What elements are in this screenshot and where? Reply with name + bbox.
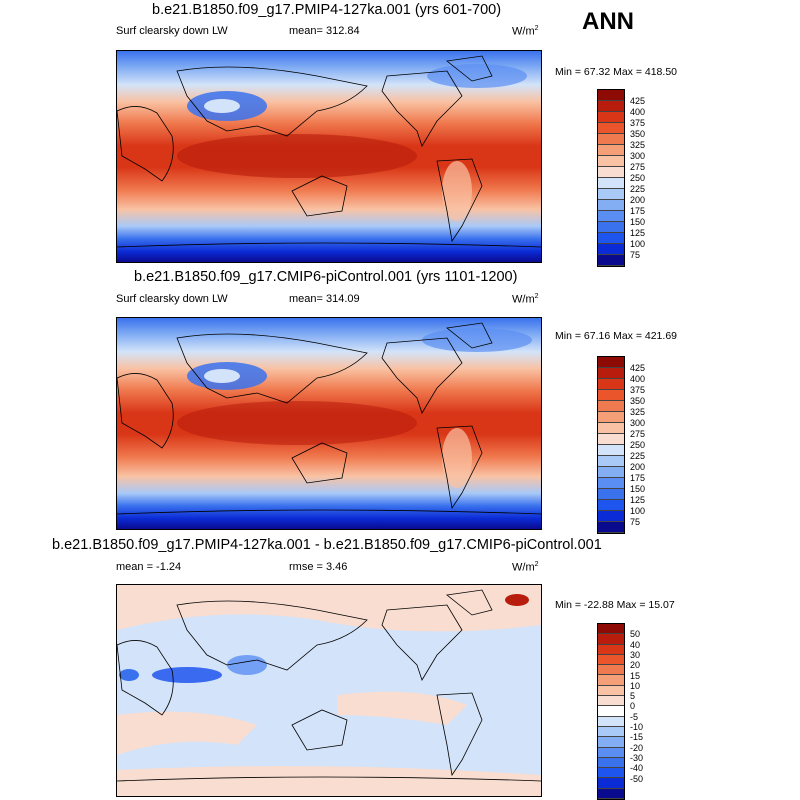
panel1-title: b.e21.B1850.f09_g17.PMIP4-127ka.001 (yrs… xyxy=(152,2,502,18)
panel3-cbar-label: -50 xyxy=(630,773,644,784)
panel1-cbar-label: 375 xyxy=(630,118,646,128)
panel3-cbar-label: -40 xyxy=(630,763,644,774)
panel1-cbar-label: 275 xyxy=(630,162,646,172)
panel2-cbar-label: 375 xyxy=(630,385,646,395)
panel2-cbar-label: 425 xyxy=(630,363,646,373)
panel1-cbar-label: 425 xyxy=(630,96,646,106)
panel2-colorbar: 425 400 375 350 325 300 275 250 225 200 … xyxy=(597,356,645,534)
panel3-minmax: Min = -22.88 Max = 15.07 xyxy=(555,599,675,611)
panel3-field xyxy=(117,585,541,796)
panel3-cbar-label: -15 xyxy=(630,732,644,743)
panel3-cbar-label: -20 xyxy=(630,742,644,753)
panel2-cbar-label: 300 xyxy=(630,418,646,428)
panel2-cbar-label: 150 xyxy=(630,484,646,494)
panel3-cbar-label: -30 xyxy=(630,752,644,763)
panel1-variable: Surf clearsky down LW xyxy=(116,25,228,37)
panel1-units: W/m2 xyxy=(512,25,539,38)
panel2-cbar-label: 100 xyxy=(630,506,646,516)
panel2-cbar-label: 275 xyxy=(630,429,646,439)
panel2-cbar-label: 350 xyxy=(630,396,646,406)
panel1-cbar-label: 125 xyxy=(630,228,646,238)
panel2-cbar-label: 250 xyxy=(630,440,646,450)
panel1-cbar-label: 300 xyxy=(630,151,646,161)
panel3-cbar-label: 15 xyxy=(630,670,641,681)
panel2-map xyxy=(116,317,542,530)
panel3-cbar-label: 0 xyxy=(630,701,636,712)
panel2-field xyxy=(117,318,541,529)
panel1-field xyxy=(117,51,541,262)
panel1-cbar-label: 75 xyxy=(630,250,641,260)
panel2-cbar-label: 225 xyxy=(630,451,646,461)
panel1-cbar-label: 150 xyxy=(630,217,646,227)
panel1-cbar-label: 200 xyxy=(630,195,646,205)
panel3-cbar-label: 30 xyxy=(630,649,641,660)
season-label: ANN xyxy=(582,8,634,35)
panel1-cbar-label: 100 xyxy=(630,239,646,249)
panel2-cbar-label: 200 xyxy=(630,462,646,472)
panel1-minmax: Min = 67.32 Max = 418.50 xyxy=(555,66,677,78)
panel3-cbar-label: 20 xyxy=(630,660,641,671)
panel2-cbar-label: 75 xyxy=(630,517,641,527)
panel2-cbar-label: 175 xyxy=(630,473,646,483)
panel3-cbar-label: -10 xyxy=(630,722,644,732)
panel3-colorbar: 50 40 30 20 15 10 5 0 -5 -10 -15 -20 -30… xyxy=(597,623,643,800)
panel2-title: b.e21.B1850.f09_g17.CMIP6-piControl.001 … xyxy=(134,269,518,285)
panel1-colorbar: 425 400 375 350 325 300 275 250 225 200 … xyxy=(597,89,645,267)
panel3-map xyxy=(116,584,542,797)
panel3-title: b.e21.B1850.f09_g17.PMIP4-127ka.001 - b.… xyxy=(52,537,602,553)
panel2-cbar-label: 400 xyxy=(630,374,646,384)
panel2-cbar-label: 325 xyxy=(630,407,646,417)
panel1-cbar-label: 225 xyxy=(630,184,646,194)
panel2-minmax: Min = 67.16 Max = 421.69 xyxy=(555,330,677,342)
panel2-cbar-label: 125 xyxy=(630,495,646,505)
panel1-map xyxy=(116,50,542,263)
panel3-rmse: rmse = 3.46 xyxy=(289,561,348,573)
panel3-units: W/m2 xyxy=(512,561,539,574)
panel2-mean: mean= 314.09 xyxy=(289,293,360,305)
panel1-mean: mean= 312.84 xyxy=(289,25,360,37)
panel2-variable: Surf clearsky down LW xyxy=(116,293,228,305)
panel1-cbar-label: 350 xyxy=(630,129,646,139)
panel3-cbar-label: 5 xyxy=(630,691,636,702)
panel3-cbar-label: -5 xyxy=(630,711,639,722)
panel1-cbar-label: 250 xyxy=(630,173,646,183)
panel1-cbar-label: 175 xyxy=(630,206,646,216)
panel3-cbar-label: 10 xyxy=(630,680,641,691)
panel2-units: W/m2 xyxy=(512,293,539,306)
panel3-cbar-label: 50 xyxy=(630,629,641,640)
panel1-cbar-label: 325 xyxy=(630,140,646,150)
panel3-cbar-label: 40 xyxy=(630,639,641,650)
panel3-mean: mean = -1.24 xyxy=(116,561,182,573)
panel1-cbar-label: 400 xyxy=(630,107,646,117)
